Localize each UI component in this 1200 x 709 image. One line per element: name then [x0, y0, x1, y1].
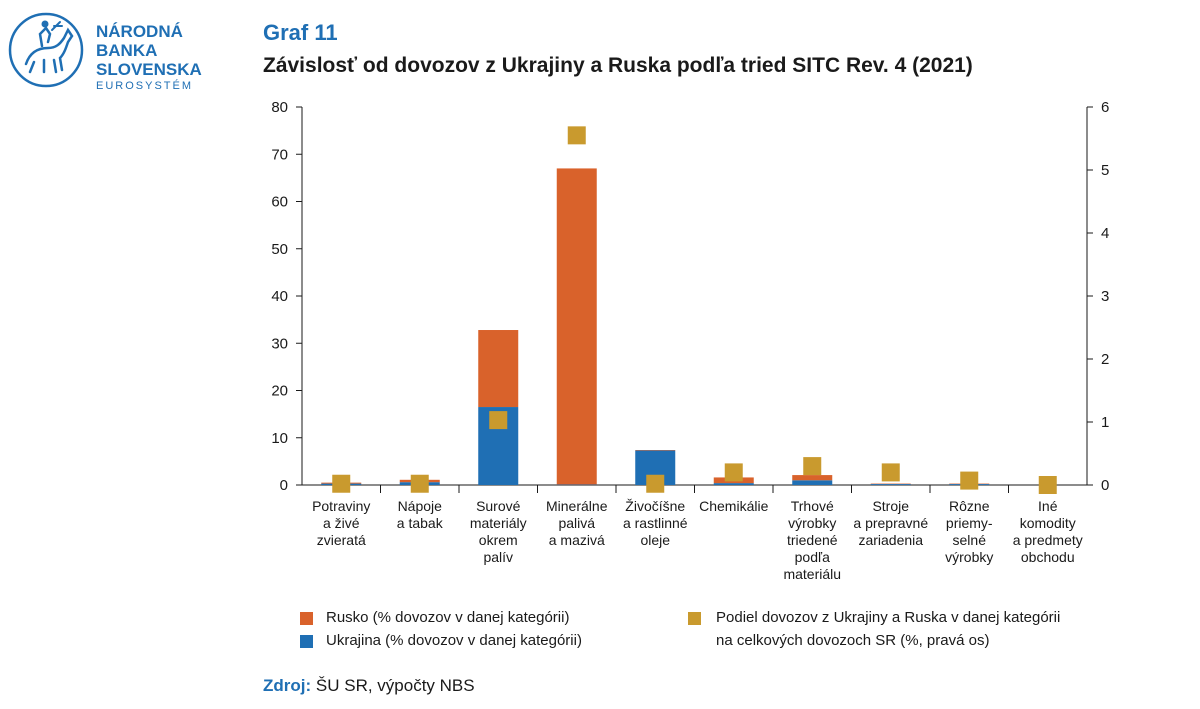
x-category-label-line: zariadenia — [858, 532, 923, 548]
legend-swatch-ukrajina — [300, 635, 313, 648]
x-category-label-line: priemy- — [946, 515, 993, 531]
y-right-tick-label: 5 — [1101, 162, 1109, 179]
x-category-label-line: Potraviny — [312, 498, 370, 514]
x-category-label-line: a živé — [323, 515, 360, 531]
y-left-tick-label: 10 — [271, 430, 288, 447]
y-right-tick-label: 2 — [1101, 351, 1109, 368]
x-category-label-line: palivá — [558, 515, 595, 531]
y-right-tick-label: 0 — [1101, 477, 1109, 494]
bar-rusko — [792, 475, 833, 481]
marker-podiel — [489, 411, 508, 430]
y-right-tick-label: 1 — [1101, 414, 1109, 431]
marker-podiel — [410, 474, 429, 493]
logo-line-3: SLOVENSKA — [96, 60, 202, 79]
legend-label-rusko: Rusko (% dovozov v danej kategórii) — [326, 609, 570, 626]
chart-title: Graf 11 — [263, 20, 338, 45]
x-category-label-line: Surové — [476, 498, 521, 514]
marker-podiel — [881, 463, 900, 482]
x-category-label-line: Stroje — [872, 498, 909, 514]
x-category-label-line: oleje — [640, 532, 670, 548]
marker-podiel — [646, 474, 665, 493]
x-category-label-line: a predmety — [1013, 532, 1083, 548]
legend-swatch-rusko — [300, 612, 313, 625]
legend-label-podiel-2: na celkových dovozoch SR (%, pravá os) — [716, 632, 990, 649]
x-category-label-line: Iné — [1038, 498, 1058, 514]
y-left-tick-label: 70 — [271, 146, 288, 163]
y-left-tick-label: 50 — [271, 241, 288, 258]
logo-line-4: EUROSYSTÉM — [96, 80, 194, 92]
x-category-label: Stroje a prepravné zariadenia — [853, 498, 928, 548]
y-left-tick-label: 80 — [271, 99, 288, 116]
x-category-label-line: okrem — [479, 532, 518, 548]
bar-ukrajina — [713, 483, 754, 485]
logo-line-1: NÁRODNÁ — [96, 22, 183, 41]
x-category-label-line: a rastlinné — [623, 515, 688, 531]
bar-ukrajina — [792, 480, 833, 485]
marker-podiel — [960, 471, 979, 490]
horse-rider-icon — [8, 12, 84, 88]
x-category-label-line: materiály — [470, 515, 527, 531]
y-left-tick-label: 0 — [280, 477, 288, 494]
legend-label-podiel-1: Podiel dovozov z Ukrajiny a Ruska v dane… — [716, 609, 1061, 626]
x-category-label-line: materiálu — [783, 566, 841, 582]
x-category-label: Trhové výrobky triedené podľa materiálu — [783, 498, 841, 582]
x-category-label-line: selné — [953, 532, 987, 548]
y-right-tick-label: 3 — [1101, 288, 1109, 305]
x-category-label: Iné komodity a predmety obchodu — [1013, 498, 1083, 565]
x-category-label: Nápoje a tabak — [397, 498, 444, 531]
y-left-tick-label: 60 — [271, 194, 288, 211]
bar-ukrajina — [870, 484, 911, 485]
x-category-label-line: Chemikálie — [699, 498, 768, 514]
y-left-tick-label: 30 — [271, 335, 288, 352]
x-category-label-line: Nápoje — [398, 498, 443, 514]
source-text: ŠU SR, výpočty NBS — [315, 676, 475, 695]
x-category-label-line: Živočíšne — [625, 498, 685, 514]
x-category-label: Minerálne palivá a mazivá — [546, 498, 608, 548]
x-category-label-line: Trhové — [791, 498, 834, 514]
y-left-tick-label: 20 — [271, 383, 288, 400]
x-category-label-line: triedené — [787, 532, 838, 548]
chart-subtitle: Závislosť od dovozov z Ukrajiny a Ruska … — [263, 54, 973, 77]
x-category-label-line: a tabak — [397, 515, 444, 531]
logo-line-2: BANKA — [96, 41, 158, 60]
x-category-label-line: výrobky — [788, 515, 836, 531]
x-category-label-line: palív — [483, 549, 513, 565]
nbs-logo: NÁRODNÁ BANKA SLOVENSKA EUROSYSTÉM — [4, 8, 234, 98]
x-category-label-line: a mazivá — [549, 532, 605, 548]
x-category-label-line: Minerálne — [546, 498, 608, 514]
y-left-tick-label: 40 — [271, 288, 288, 305]
x-category-label-line: podľa — [795, 549, 830, 565]
marker-podiel — [332, 474, 351, 493]
marker-podiel — [567, 126, 586, 145]
x-category-label-line: zvieratá — [317, 532, 366, 548]
legend-swatch-podiel — [688, 612, 701, 625]
bar-rusko — [556, 168, 597, 485]
x-category-label: Surové materiály okrem palív — [470, 498, 527, 565]
x-category-label: Živočíšne a rastlinné oleje — [623, 498, 688, 548]
x-category-label-line: výrobky — [945, 549, 993, 565]
logo-text: NÁRODNÁ BANKA SLOVENSKA EUROSYSTÉM — [96, 22, 202, 93]
y-right-tick-label: 6 — [1101, 99, 1109, 116]
x-category-label-line: komodity — [1020, 515, 1076, 531]
x-category-label: Rôzne priemy-selné výrobky — [945, 498, 993, 565]
marker-podiel — [803, 457, 822, 476]
x-category-label-line: a prepravné — [853, 515, 928, 531]
marker-podiel — [1038, 476, 1057, 494]
marker-podiel — [724, 463, 743, 482]
source-label: Zdroj: — [263, 676, 312, 695]
x-category-label: Chemikálie — [699, 498, 768, 514]
legend-label-ukrajina: Ukrajina (% dovozov v danej kategórii) — [326, 632, 582, 649]
x-category-label-line: Rôzne — [949, 498, 990, 514]
x-category-label-line: obchodu — [1021, 549, 1075, 565]
source-note: Zdroj: ŠU SR, výpočty NBS — [263, 676, 475, 696]
x-category-label: Potraviny a živé zvieratá — [312, 498, 370, 548]
y-right-tick-label: 4 — [1101, 225, 1109, 242]
bar-rusko — [478, 330, 519, 408]
